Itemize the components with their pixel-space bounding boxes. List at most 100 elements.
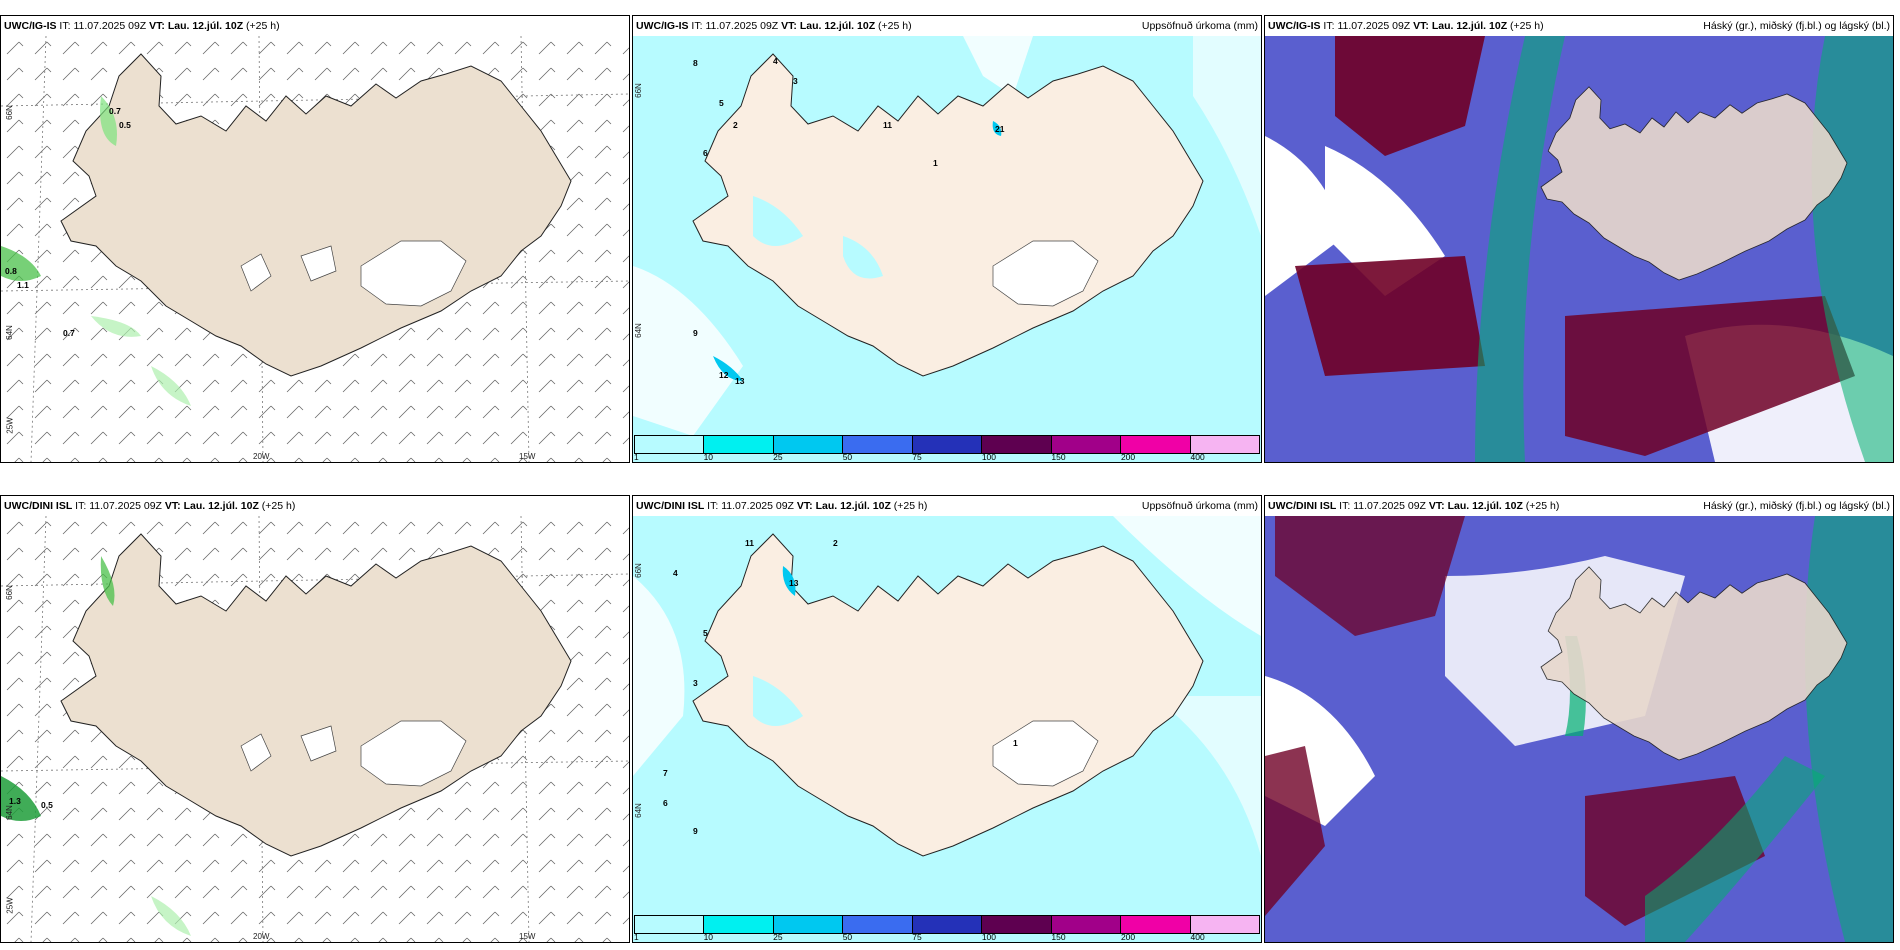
vt-value: Lau. 12.júl. 10Z <box>183 500 259 512</box>
colorbar-cell <box>773 916 844 933</box>
precip-value: 21 <box>995 124 1005 134</box>
colorbar-tick: 75 <box>912 452 922 462</box>
vt-value: Lau. 12.júl. 10Z <box>1431 20 1508 32</box>
lead-time: (+25 h) <box>893 500 928 512</box>
colorbar-cell <box>843 916 913 933</box>
colorbar-tick: 400 <box>1190 932 1205 942</box>
vt-label: VT: <box>1413 20 1429 32</box>
lat-label: 66N <box>4 585 14 600</box>
precip-map-panel-bottom: UWC/DINI ISL IT: 11.07.2025 09Z VT: Lau.… <box>632 495 1262 943</box>
colorbar-tick: 25 <box>773 932 783 942</box>
vt-value: Lau. 12.júl. 10Z <box>815 500 891 512</box>
vt-label: VT: <box>149 20 165 32</box>
product-title: Háský (gr.), miðský (fj.bl.) og lágský (… <box>1703 20 1890 32</box>
lead-time: (+25 h) <box>1510 20 1544 32</box>
precip-value: 7 <box>663 768 668 778</box>
precip-map[interactable]: 11 13 2 6 9 4 5 3 1 7 <box>633 516 1261 942</box>
precip-colorbar-labels: 1 10 25 50 75 100 150 200 400 <box>634 932 1260 942</box>
vt-label: VT: <box>781 20 797 32</box>
precip-value: 6 <box>663 798 668 808</box>
precip-value: 5 <box>719 98 724 108</box>
wind-map[interactable]: 1.3 0.5 <box>1 516 629 942</box>
model-name: UWC/IG-IS <box>636 20 689 32</box>
precip-value: 1 <box>933 158 938 168</box>
model-name: UWC/IG-IS <box>4 20 57 32</box>
it-value: 11.07.2025 09Z <box>1353 500 1426 512</box>
model-name: UWC/IG-IS <box>1268 20 1321 32</box>
vt-label: VT: <box>1428 500 1445 512</box>
wind-map-panel-bottom: UWC/DINI ISL IT: 11.07.2025 09Z VT: Lau.… <box>0 495 630 943</box>
precip-value: 1 <box>1013 738 1018 748</box>
precip-value: 3 <box>793 76 798 86</box>
colorbar-cell <box>635 436 705 453</box>
it-value: 11.07.2025 09Z <box>89 500 162 512</box>
lon-label: 20W <box>253 452 270 461</box>
product-title: Uppsöfnuð úrkoma (mm) <box>1141 500 1258 512</box>
colorbar-tick: 150 <box>1051 932 1066 942</box>
precip-map[interactable]: 8 4 3 5 2 6 9 12 13 11 21 1 <box>633 36 1261 462</box>
it-value: 11.07.2025 09Z <box>1337 20 1411 32</box>
lead-time: (+25 h) <box>261 500 296 512</box>
precip-value: 2 <box>833 538 838 548</box>
colorbar-cell <box>1190 436 1259 453</box>
wind-value: 0.8 <box>5 266 17 276</box>
wind-value: 0.7 <box>109 106 121 116</box>
colorbar-tick: 25 <box>773 452 783 462</box>
colorbar-tick: 200 <box>1120 452 1136 462</box>
cloud-map-panel-bottom: UWC/DINI ISL IT: 11.07.2025 09Z VT: Lau.… <box>1264 495 1894 943</box>
colorbar-cell <box>1121 916 1191 933</box>
cloud-map-panel-top: UWC/IG-IS IT: 11.07.2025 09Z VT: Lau. 12… <box>1264 15 1894 463</box>
vt-label: VT: <box>164 500 181 512</box>
panel-header: UWC/IG-IS IT: 11.07.2025 09Z VT: Lau. 12… <box>1265 16 1893 36</box>
precip-colorbar-labels: 1 10 25 50 75 100 150 200 400 <box>634 452 1260 462</box>
colorbar-cell <box>1121 436 1191 453</box>
wind-map[interactable]: 0.7 0.5 0.8 1.1 0.7 <box>1 36 629 462</box>
precip-value: 4 <box>673 568 678 578</box>
lead-time: (+25 h) <box>878 20 912 32</box>
cloud-map[interactable] <box>1265 516 1893 942</box>
panel-header: UWC/IG-IS IT: 11.07.2025 09Z VT: Lau. 12… <box>633 16 1261 36</box>
lat-label: 64N <box>4 805 14 820</box>
lead-time: (+25 h) <box>246 20 280 32</box>
colorbar-cell <box>635 916 705 933</box>
it-label: IT: <box>59 20 71 32</box>
precip-value: 11 <box>745 538 754 548</box>
it-label: IT: <box>707 500 719 512</box>
precip-colorbar <box>634 915 1260 934</box>
panel-header: UWC/IG-IS IT: 11.07.2025 09Z VT: Lau. 12… <box>1 16 629 36</box>
precip-value: 6 <box>703 148 708 158</box>
colorbar-tick: 1 <box>634 452 639 462</box>
colorbar-cell <box>843 436 913 453</box>
colorbar-cell <box>912 916 983 933</box>
lon-label: 15W <box>519 452 536 461</box>
wind-map-panel-top: UWC/IG-IS IT: 11.07.2025 09Z VT: Lau. 12… <box>0 15 630 463</box>
colorbar-tick: 400 <box>1190 452 1205 462</box>
colorbar-tick: 50 <box>842 452 853 462</box>
colorbar-cell <box>982 916 1052 933</box>
colorbar-tick: 150 <box>1051 452 1066 462</box>
lat-label: 64N <box>4 325 14 340</box>
vt-label: VT: <box>796 500 813 512</box>
panel-header: UWC/DINI ISL IT: 11.07.2025 09Z VT: Lau.… <box>1 496 629 516</box>
colorbar-tick: 100 <box>981 932 996 942</box>
panel-header: UWC/DINI ISL IT: 11.07.2025 09Z VT: Lau.… <box>1265 496 1893 516</box>
lon-label: 25W <box>5 897 15 914</box>
cloud-map[interactable] <box>1265 36 1893 462</box>
wind-value: 1.3 <box>9 796 21 806</box>
precip-value: 9 <box>693 328 698 338</box>
precip-value: 4 <box>773 56 778 66</box>
wind-value: 0.5 <box>41 800 53 810</box>
model-name: UWC/DINI ISL <box>636 500 705 512</box>
colorbar-cell <box>1051 916 1122 933</box>
colorbar-tick: 10 <box>703 932 714 942</box>
product-title: Uppsöfnuð úrkoma (mm) <box>1141 20 1258 32</box>
colorbar-cell <box>982 436 1052 453</box>
model-name: UWC/DINI ISL <box>1268 500 1337 512</box>
precip-colorbar <box>634 435 1260 454</box>
lat-label: 66N <box>633 83 643 98</box>
vt-value: Lau. 12.júl. 10Z <box>799 20 876 32</box>
colorbar-tick: 200 <box>1120 932 1136 942</box>
panel-header: UWC/DINI ISL IT: 11.07.2025 09Z VT: Lau.… <box>633 496 1261 516</box>
colorbar-cell <box>704 916 774 933</box>
precip-value: 2 <box>733 120 738 130</box>
